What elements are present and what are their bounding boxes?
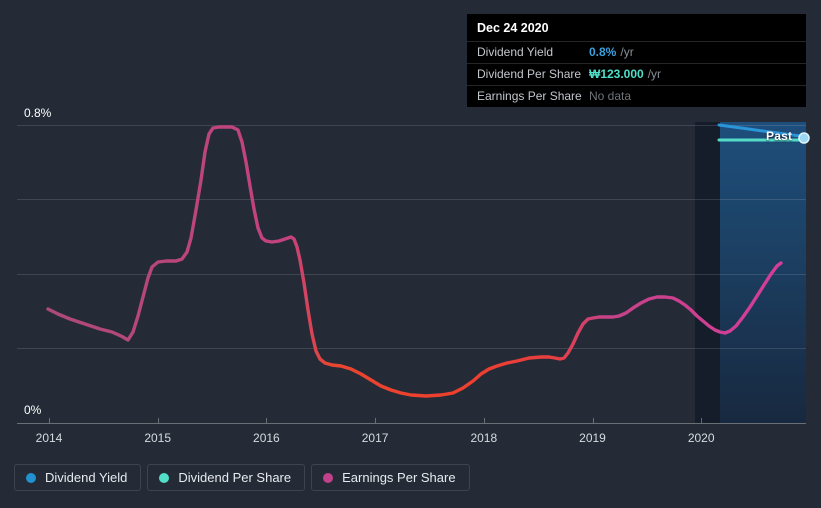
tooltip-row-label: Earnings Per Share bbox=[477, 89, 582, 103]
legend-item-dividend-per-share[interactable]: Dividend Per Share bbox=[147, 464, 306, 491]
x-axis-tick bbox=[701, 418, 703, 423]
y-axis-label-bottom: 0% bbox=[24, 403, 42, 417]
gridline-0.2pct bbox=[17, 348, 806, 349]
legend-item-earnings-per-share[interactable]: Earnings Per Share bbox=[311, 464, 470, 491]
chart-tooltip: Dec 24 2020 Dividend Yield 0.8%/yr Dividen… bbox=[467, 14, 806, 107]
gridline-0.4pct bbox=[17, 274, 806, 275]
legend-item-label: Dividend Per Share bbox=[178, 470, 292, 485]
past-region-highlight bbox=[720, 122, 806, 423]
x-axis-tick bbox=[266, 418, 268, 423]
tooltip-date: Dec 24 2020 bbox=[477, 21, 549, 35]
x-axis-tick bbox=[49, 418, 50, 423]
tooltip-row: Earnings Per Share No data bbox=[467, 85, 806, 107]
tooltip-row-unit: /yr bbox=[647, 67, 662, 81]
tooltip-row-label: Dividend Per Share bbox=[477, 67, 582, 81]
x-axis-tick bbox=[483, 418, 485, 423]
legend-item-label: Earnings Per Share bbox=[342, 470, 456, 485]
tooltip-row-value: No data bbox=[589, 89, 632, 103]
x-axis-label-2020: 2020 bbox=[687, 431, 715, 445]
tooltip-row: Dividend Yield 0.8%/yr bbox=[467, 41, 806, 63]
tooltip-row: Dividend Per Share ₩123.000/yr bbox=[467, 63, 806, 85]
x-axis-line bbox=[17, 423, 806, 424]
past-region-edge-band bbox=[695, 122, 720, 423]
past-region-label: Past bbox=[766, 129, 793, 143]
legend-item-label: Dividend Yield bbox=[45, 470, 128, 485]
x-axis-label-2015: 2015 bbox=[144, 431, 172, 445]
x-axis-label-2019: 2019 bbox=[579, 431, 606, 445]
tooltip-row-value: 0.8% bbox=[589, 45, 617, 59]
tooltip-row-unit: /yr bbox=[620, 45, 634, 59]
x-axis-tick bbox=[592, 418, 594, 423]
tooltip-row-value: ₩123.000 bbox=[589, 67, 644, 81]
x-axis-label-2017: 2017 bbox=[361, 431, 389, 445]
legend-dot-icon bbox=[159, 472, 170, 483]
x-axis-label-2016: 2016 bbox=[253, 431, 280, 445]
x-axis-label-2018: 2018 bbox=[470, 431, 498, 445]
legend-dot-icon bbox=[26, 472, 36, 483]
chart-legend: Dividend Yield Dividend Per Share Earnings… bbox=[14, 464, 470, 491]
y-axis-label-top: 0.8% bbox=[24, 106, 52, 120]
x-axis-tick bbox=[375, 418, 377, 423]
x-axis-label-2014: 2014 bbox=[35, 431, 63, 445]
gridline-0.6pct bbox=[17, 199, 806, 200]
legend-dot-icon bbox=[323, 472, 334, 483]
x-axis-tick bbox=[157, 418, 159, 423]
earnings-per-share-line bbox=[46, 125, 783, 398]
legend-item-dividend-yield[interactable]: Dividend Yield bbox=[14, 464, 142, 491]
gridline-0.8pct bbox=[17, 125, 806, 126]
tooltip-row-label: Dividend Yield bbox=[477, 45, 554, 59]
